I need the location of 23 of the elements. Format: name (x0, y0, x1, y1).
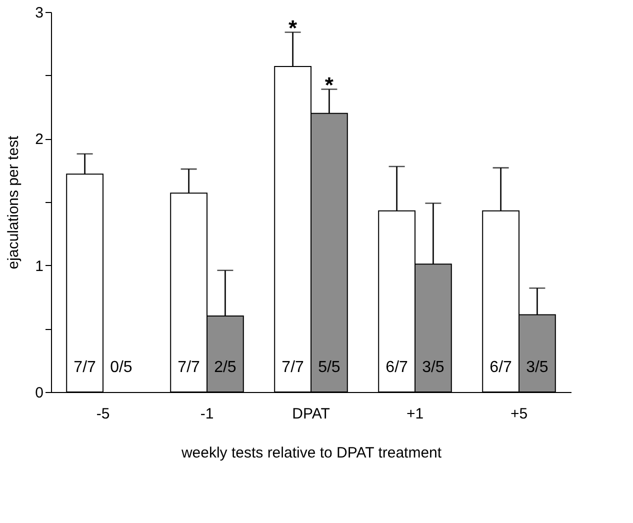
x-tick-label: +5 (510, 406, 528, 422)
annotation: 6/7 (386, 359, 408, 376)
annotation: 7/7 (74, 359, 96, 376)
annotation: 6/7 (490, 359, 512, 376)
x-axis-title: weekly tests relative to DPAT treatment (180, 444, 442, 462)
annotation: 2/5 (214, 359, 236, 376)
x-tick-label: +1 (406, 406, 424, 422)
y-tick-label: 0 (35, 384, 44, 402)
x-tick-label: -1 (200, 406, 214, 422)
y-tick-label: 3 (35, 4, 44, 22)
annotation: 3/5 (526, 359, 548, 376)
x-tick-label: -5 (96, 406, 110, 422)
annotation: * (288, 15, 298, 40)
annotation: * (324, 72, 334, 98)
annotation: 7/7 (178, 359, 200, 376)
x-tick-label: DPAT (292, 406, 330, 422)
annotation: 0/5 (110, 359, 132, 376)
annotation: 7/7 (282, 359, 304, 376)
y-tick-label: 1 (35, 258, 44, 275)
annotation: 3/5 (422, 359, 444, 376)
y-axis-title: ejaculations per test (5, 134, 22, 270)
y-tick-label: 2 (35, 131, 44, 148)
annotation: 5/5 (318, 359, 340, 376)
